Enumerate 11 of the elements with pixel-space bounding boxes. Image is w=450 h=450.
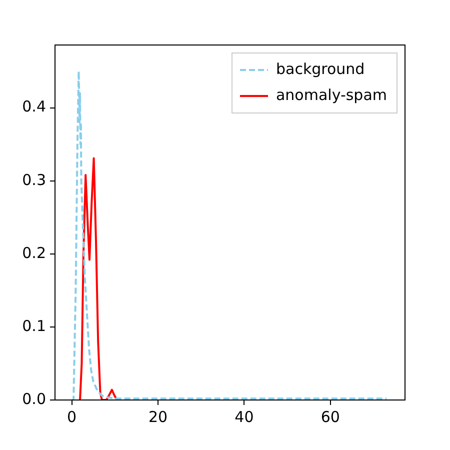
x-tick-label: 60 — [320, 408, 340, 426]
y-tick-label: 0.1 — [22, 316, 46, 335]
x-tick-label: 40 — [234, 408, 254, 426]
legend-label: anomaly-spam — [276, 86, 387, 104]
y-tick-label: 0.0 — [22, 390, 46, 408]
y-tick-label: 0.2 — [22, 244, 46, 262]
y-tick-label: 0.3 — [22, 170, 46, 189]
x-tick-label: 20 — [148, 408, 168, 426]
y-tick-label: 0.4 — [22, 98, 46, 116]
legend-label: background — [276, 60, 365, 78]
x-tick-label: 0 — [67, 408, 77, 426]
